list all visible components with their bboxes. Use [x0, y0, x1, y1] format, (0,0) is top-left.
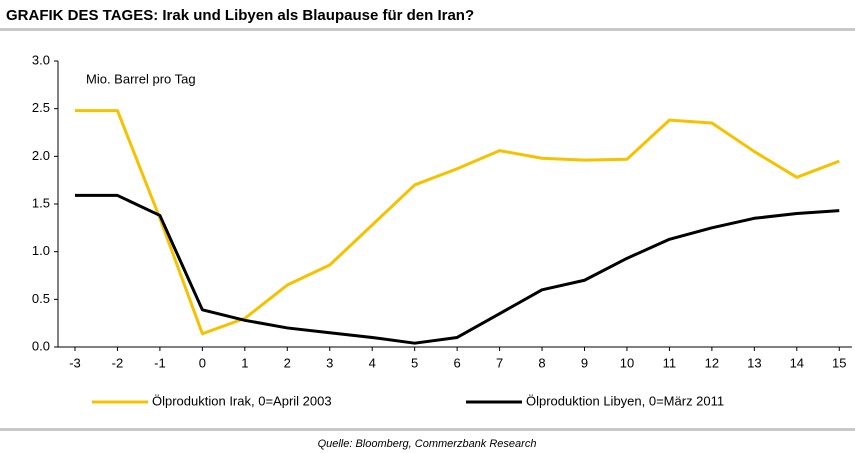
x-tick-label: 4 [369, 355, 376, 370]
legend-label: Ölproduktion Libyen, 0=März 2011 [526, 393, 724, 408]
x-tick-label: 13 [747, 355, 761, 370]
x-tick-label: 12 [705, 355, 719, 370]
x-tick-label: 10 [620, 355, 634, 370]
x-tick-label: 1 [241, 355, 248, 370]
data-line [74, 109, 840, 336]
x-tick-label: 7 [496, 355, 503, 370]
x-tick-label: 2 [284, 355, 291, 370]
x-tick-label: 8 [538, 355, 545, 370]
x-tick-label: 0 [199, 355, 206, 370]
separator [0, 28, 855, 31]
y-tick-label: 1.0 [32, 243, 50, 258]
y-tick-label: 0.5 [32, 291, 50, 306]
y-tick-label: 2.5 [32, 100, 50, 115]
source: Quelle: Bloomberg, Commerzbank Research [318, 438, 537, 450]
separator [0, 428, 855, 431]
x-tick-label: 5 [411, 355, 418, 370]
y-tick-label: 0.0 [32, 338, 50, 353]
y-tick-label: 2.0 [32, 148, 50, 163]
x-tick-label: 15 [832, 355, 846, 370]
x-tick-label: -1 [154, 355, 166, 370]
x-tick-label: 14 [790, 355, 804, 370]
data-line [74, 193, 840, 345]
legend-label: Ölproduktion Irak, 0=April 2003 [152, 393, 332, 408]
x-tick-label: 3 [326, 355, 333, 370]
y-tick-label: 1.5 [32, 195, 50, 210]
axis-unit-label: Mio. Barrel pro Tag [86, 71, 196, 86]
y-tick-label: 3.0 [32, 52, 50, 67]
x-tick-label: -3 [69, 355, 81, 370]
x-tick-label: 11 [663, 355, 677, 370]
x-tick-label: -2 [112, 355, 124, 370]
x-tick-label: 9 [581, 355, 588, 370]
chart-title: GRAFIK DES TAGES: Irak und Libyen als Bl… [6, 7, 474, 24]
x-tick-label: 6 [454, 355, 461, 370]
